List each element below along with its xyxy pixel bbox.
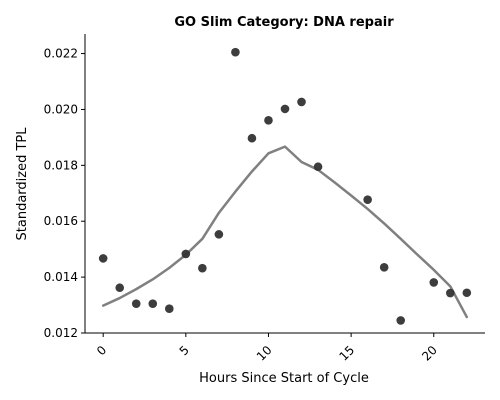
scatter-point (181, 249, 191, 259)
x-tick-label: 15 (337, 343, 358, 364)
trend-line-group (101, 145, 469, 319)
scatter-point (214, 230, 224, 239)
scatter-point (115, 283, 125, 293)
x-tick-label: 10 (254, 343, 275, 364)
scatter-point (164, 304, 174, 313)
scatter-point (247, 133, 257, 143)
x-tick-label: 5 (177, 343, 192, 358)
scatter-point (148, 299, 158, 308)
chart-title: GO Slim Category: DNA repair (174, 15, 394, 30)
scatter-point (462, 288, 472, 298)
scatter-points-group (98, 47, 472, 325)
scatter-point (131, 299, 141, 308)
scatter-point (297, 97, 306, 107)
scatter-point (313, 162, 323, 172)
x-tick-label: 20 (419, 343, 440, 364)
y-axis-ticks: 0.012 0.014 0.016 0.018 0.020 0.022 (44, 47, 85, 340)
trend-line (101, 145, 469, 319)
y-tick-label: 0.012 (44, 326, 78, 340)
x-axis-label: Hours Since Start of Cycle (199, 371, 369, 386)
scatter-point (379, 263, 389, 272)
y-tick-label: 0.014 (44, 270, 78, 284)
y-tick-label: 0.018 (44, 158, 78, 172)
scatter-point (231, 47, 240, 57)
y-axis-label: Standardized TPL (15, 127, 30, 241)
scatter-point (396, 316, 406, 325)
scatter-point (280, 104, 290, 114)
y-tick-label: 0.020 (44, 102, 78, 116)
scatter-point (445, 288, 455, 298)
x-tick-label: 0 (94, 343, 109, 358)
y-tick-label: 0.016 (44, 214, 78, 228)
scatter-point (198, 263, 207, 273)
scatter-point (429, 278, 439, 287)
scatter-point (264, 116, 273, 125)
x-axis-ticks: 0 5 10 15 20 (94, 333, 440, 364)
y-tick-label: 0.022 (44, 47, 78, 61)
scatter-point (363, 195, 372, 205)
axes-spines (84, 34, 485, 334)
scatter-point (98, 254, 108, 263)
